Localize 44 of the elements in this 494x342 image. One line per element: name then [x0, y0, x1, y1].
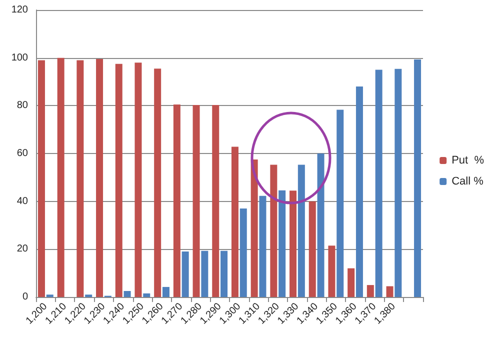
- bar: [154, 68, 162, 297]
- bar: [240, 208, 247, 297]
- bar: [259, 196, 266, 297]
- y-tick-label: 120: [11, 4, 28, 16]
- legend-label: Put %: [452, 154, 484, 166]
- bar: [308, 201, 316, 297]
- legend-label: Call %: [452, 176, 484, 188]
- bar: [386, 286, 394, 297]
- bar: [278, 190, 286, 297]
- bar: [356, 86, 363, 297]
- bar: [290, 190, 297, 297]
- bar: [38, 60, 45, 297]
- bar: [134, 62, 142, 297]
- bar: [201, 250, 208, 297]
- bar: [162, 286, 170, 297]
- bar: [348, 268, 355, 297]
- bar: [182, 252, 189, 297]
- y-tick-label: 60: [16, 148, 28, 159]
- bar: [336, 110, 344, 297]
- bar: [115, 64, 122, 297]
- bar: [250, 159, 258, 297]
- y-tick-label: 80: [16, 100, 28, 112]
- bar: [375, 70, 382, 297]
- bar: [124, 291, 131, 297]
- bar: [298, 164, 305, 297]
- bar: [231, 146, 238, 297]
- bar: [317, 154, 324, 297]
- bar: [220, 250, 228, 297]
- bar: [414, 60, 422, 297]
- y-tick-label: 40: [16, 196, 28, 207]
- bar: [394, 68, 402, 297]
- bar: [270, 164, 278, 297]
- bar: [57, 58, 64, 297]
- y-tick-label: 0: [22, 292, 28, 302]
- bar: [173, 104, 180, 297]
- y-tick-label: 100: [11, 52, 28, 64]
- bar: [76, 60, 84, 297]
- bar: [96, 59, 104, 297]
- bar: [192, 104, 200, 297]
- bar: [143, 293, 150, 297]
- bar: [212, 104, 220, 297]
- bar: [328, 246, 336, 297]
- y-tick-label: 20: [16, 244, 28, 255]
- bar: [366, 285, 374, 297]
